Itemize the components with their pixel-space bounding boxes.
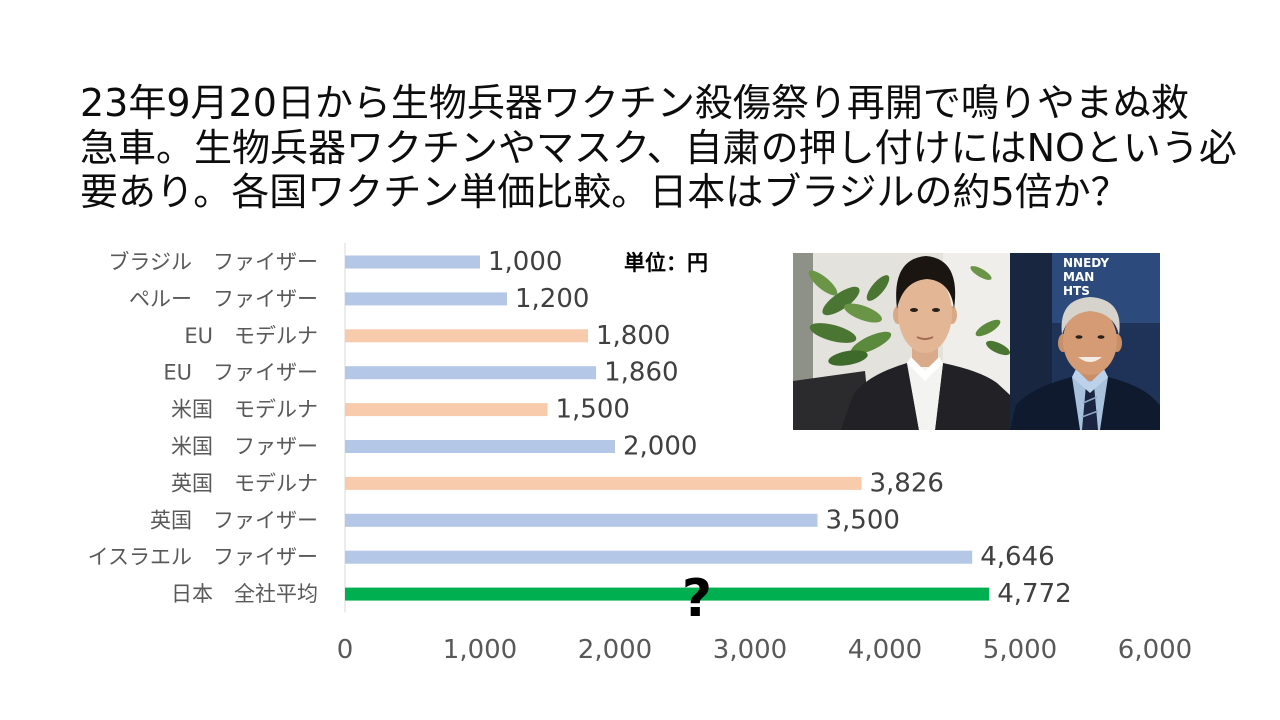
plant-leaf xyxy=(986,340,1010,356)
page-title: 23年9月20日から生物兵器ワクチン殺傷祭り再開で鳴りやまぬ救 急車。生物兵器ワ… xyxy=(80,81,1237,215)
plant-right xyxy=(970,266,1010,356)
bar xyxy=(345,550,973,564)
unit-label: 単位：円 xyxy=(624,251,708,275)
category-label: イスラエル ファイザー xyxy=(88,545,318,569)
category-label: EU モデルナ xyxy=(184,324,318,348)
bar xyxy=(345,292,507,306)
x-tick-label: 6,000 xyxy=(1118,635,1192,665)
bar xyxy=(345,366,597,380)
x-tick-label: 4,000 xyxy=(848,635,922,665)
backdrop-lettering-line: HTS xyxy=(1063,284,1090,298)
category-label: EU ファイザー xyxy=(163,361,318,385)
value-label: 3,500 xyxy=(826,505,900,535)
value-label: 2,000 xyxy=(623,432,697,462)
category-label: 英国 ファイザー xyxy=(150,508,318,532)
shirt xyxy=(907,363,943,430)
page-title-line: 急車。生物兵器ワクチンやマスク、自粛の押し付けにはNOという必 xyxy=(80,125,1237,170)
plant-leaf xyxy=(975,319,1001,337)
bar xyxy=(345,403,548,417)
plant-leaf xyxy=(809,323,857,343)
value-label: 4,646 xyxy=(980,542,1054,572)
x-tick-label: 3,000 xyxy=(713,635,787,665)
tie-stripe xyxy=(1081,410,1099,418)
bar xyxy=(345,476,862,490)
eye xyxy=(932,308,940,312)
plant-leaf xyxy=(822,286,860,316)
value-label: 4,772 xyxy=(997,579,1071,609)
plant-leaf xyxy=(844,303,882,323)
plant-leaf xyxy=(828,350,868,366)
face xyxy=(1063,307,1117,375)
plant-leaf xyxy=(970,266,992,280)
plant-leaf xyxy=(808,270,838,296)
portrait-photo-right: NNEDY MAN HTS xyxy=(1010,253,1160,430)
x-tick-label: 1,000 xyxy=(443,635,517,665)
portrait-photo-left xyxy=(793,253,1010,430)
bar xyxy=(345,587,990,601)
category-label: 米国 ファザー xyxy=(171,435,318,459)
shirt-collar xyxy=(1072,369,1108,393)
plant-leaf xyxy=(850,331,892,355)
category-label: ブラジル ファイザー xyxy=(108,250,318,274)
backdrop-lettering-line: NNEDY xyxy=(1063,256,1109,270)
eye xyxy=(910,308,918,312)
mouth xyxy=(916,336,934,340)
page-title-line: 23年9月20日から生物兵器ワクチン殺傷祭り再開で鳴りやまぬ救 xyxy=(80,81,1189,125)
x-tick-label: 2,000 xyxy=(578,635,652,665)
x-axis-tick-labels: 0 1,000 2,000 3,000 4,000 5,000 6,000 xyxy=(337,635,1192,665)
eye xyxy=(1097,335,1105,339)
value-label: 1,200 xyxy=(515,284,589,314)
hair xyxy=(1061,297,1120,335)
eye xyxy=(1075,335,1083,339)
tie xyxy=(1082,385,1098,430)
category-label: 日本 全社平均 xyxy=(171,582,318,606)
value-label: 1,500 xyxy=(556,395,630,425)
question-mark-annotation: ? xyxy=(681,569,713,629)
bar xyxy=(345,255,480,269)
page-title-line: 要あり。各国ワクチン単価比較。日本はブラジルの約5倍か？ xyxy=(80,170,1129,214)
plant-left xyxy=(808,270,892,366)
face xyxy=(898,273,952,353)
bar xyxy=(345,513,818,527)
category-label: 英国 モデルナ xyxy=(171,471,318,495)
bar xyxy=(345,440,615,453)
shirt-collar xyxy=(907,357,943,381)
category-label: 米国 モデルナ xyxy=(171,398,318,422)
tie-stripe xyxy=(1082,396,1098,404)
value-label: 1,000 xyxy=(488,247,562,277)
smile xyxy=(1078,357,1102,362)
hair xyxy=(896,256,956,309)
backdrop-lettering-line: MAN xyxy=(1063,270,1094,284)
value-label: 3,826 xyxy=(870,468,944,498)
backdrop-lettering: NNEDY MAN HTS xyxy=(1063,256,1109,298)
bars xyxy=(345,255,990,601)
bar xyxy=(345,329,588,343)
value-label: 1,860 xyxy=(604,358,678,388)
value-label: 1,800 xyxy=(596,321,670,351)
suit-jacket xyxy=(841,363,1010,430)
x-tick-label: 5,000 xyxy=(983,635,1057,665)
plant-leaf xyxy=(866,275,890,301)
suit-jacket xyxy=(1010,377,1160,430)
x-tick-label: 0 xyxy=(337,635,354,665)
category-label: ペルー ファイザー xyxy=(129,287,318,311)
